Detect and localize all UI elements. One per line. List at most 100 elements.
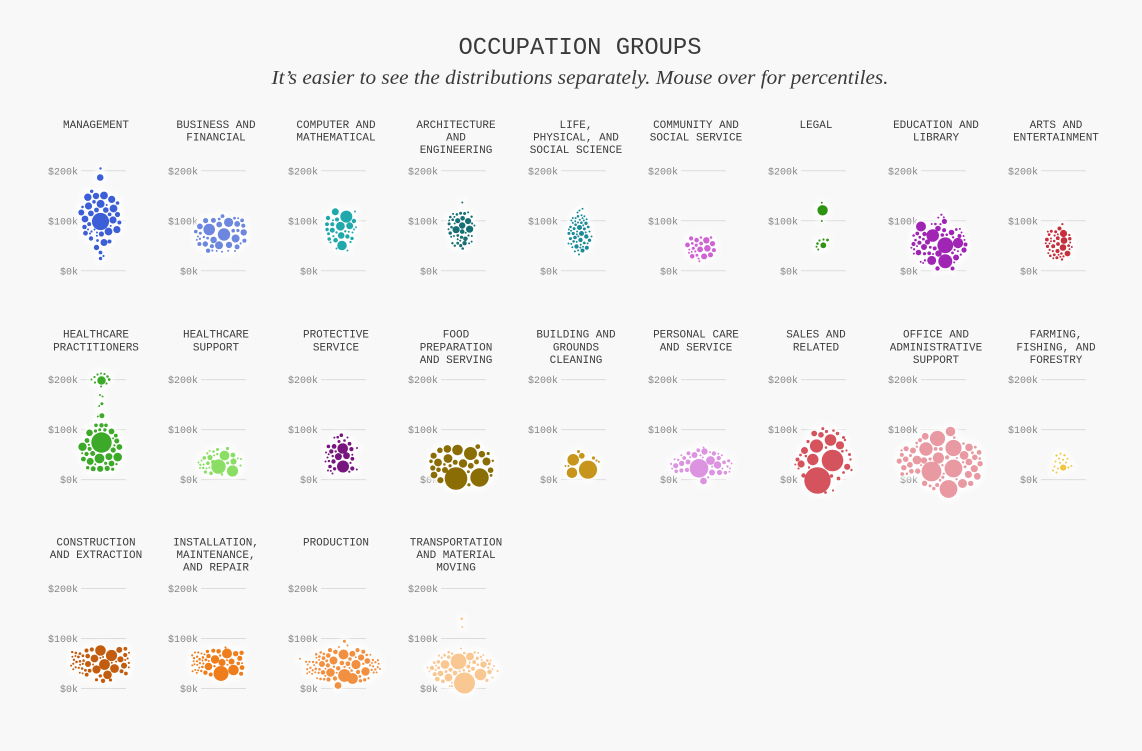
svg-text:$0k: $0k [540, 266, 558, 278]
svg-text:$0k: $0k [60, 475, 78, 487]
svg-text:$0k: $0k [420, 684, 438, 696]
svg-text:$200k: $200k [408, 375, 438, 387]
svg-text:$0k: $0k [180, 266, 198, 278]
svg-text:MANAGEMENT: MANAGEMENT [63, 120, 129, 132]
svg-text:MAINTENANCE,: MAINTENANCE, [176, 550, 255, 562]
svg-text:$200k: $200k [648, 375, 678, 387]
svg-text:$0k: $0k [780, 266, 798, 278]
svg-text:AND SERVICE: AND SERVICE [660, 342, 733, 354]
svg-text:$0k: $0k [1020, 266, 1038, 278]
svg-text:$100k: $100k [408, 425, 438, 437]
svg-text:$0k: $0k [60, 266, 78, 278]
svg-text:$200k: $200k [48, 375, 78, 387]
svg-text:$200k: $200k [168, 584, 198, 596]
svg-text:It’s easier to see the distrib: It’s easier to see the distributions sep… [270, 67, 888, 89]
svg-text:$200k: $200k [648, 166, 678, 178]
svg-text:$200k: $200k [528, 166, 558, 178]
svg-text:FARMING,: FARMING, [1030, 330, 1083, 342]
svg-text:SOCIAL SCIENCE: SOCIAL SCIENCE [530, 145, 623, 157]
svg-text:FOOD: FOOD [443, 330, 470, 342]
svg-text:$100k: $100k [1008, 216, 1038, 228]
svg-text:PROTECTIVE: PROTECTIVE [303, 330, 369, 342]
svg-text:CLEANING: CLEANING [550, 355, 603, 367]
svg-text:FORESTRY: FORESTRY [1030, 355, 1083, 367]
svg-text:$200k: $200k [288, 584, 318, 596]
svg-text:SOCIAL SERVICE: SOCIAL SERVICE [650, 133, 743, 145]
svg-text:$200k: $200k [1008, 375, 1038, 387]
svg-text:ARTS AND: ARTS AND [1030, 120, 1083, 132]
svg-text:$0k: $0k [180, 684, 198, 696]
svg-text:$200k: $200k [288, 375, 318, 387]
svg-text:LIFE,: LIFE, [559, 120, 592, 132]
svg-text:$200k: $200k [528, 375, 558, 387]
svg-text:SUPPORT: SUPPORT [913, 355, 960, 367]
svg-text:$200k: $200k [288, 166, 318, 178]
svg-text:SALES AND: SALES AND [786, 330, 846, 342]
svg-text:COMMUNITY AND: COMMUNITY AND [653, 120, 739, 132]
svg-text:$0k: $0k [780, 475, 798, 487]
svg-text:$200k: $200k [768, 375, 798, 387]
svg-text:$100k: $100k [768, 216, 798, 228]
svg-text:$100k: $100k [168, 634, 198, 646]
svg-text:LEGAL: LEGAL [799, 120, 832, 132]
svg-text:$0k: $0k [300, 684, 318, 696]
svg-text:ENTERTAINMENT: ENTERTAINMENT [1013, 133, 1099, 145]
svg-text:$200k: $200k [408, 166, 438, 178]
svg-text:$0k: $0k [1020, 475, 1038, 487]
svg-text:PHYSICAL, AND: PHYSICAL, AND [533, 133, 619, 145]
svg-text:PERSONAL CARE: PERSONAL CARE [653, 330, 739, 342]
svg-text:$0k: $0k [540, 475, 558, 487]
svg-text:HEALTHCARE: HEALTHCARE [63, 330, 129, 342]
svg-text:$100k: $100k [648, 425, 678, 437]
svg-text:AND: AND [446, 133, 466, 145]
svg-text:$0k: $0k [60, 684, 78, 696]
svg-text:RELATED: RELATED [793, 342, 840, 354]
svg-text:HEALTHCARE: HEALTHCARE [183, 330, 249, 342]
svg-text:$200k: $200k [1008, 166, 1038, 178]
svg-text:$200k: $200k [168, 375, 198, 387]
svg-text:$100k: $100k [528, 216, 558, 228]
svg-text:LIBRARY: LIBRARY [913, 133, 960, 145]
svg-text:$0k: $0k [660, 266, 678, 278]
svg-text:$0k: $0k [300, 475, 318, 487]
svg-text:ADMINISTRATIVE: ADMINISTRATIVE [890, 342, 983, 354]
svg-text:SERVICE: SERVICE [313, 342, 360, 354]
svg-text:SUPPORT: SUPPORT [193, 342, 240, 354]
svg-text:BUSINESS AND: BUSINESS AND [176, 120, 256, 132]
svg-text:$100k: $100k [288, 425, 318, 437]
svg-text:$0k: $0k [660, 475, 678, 487]
svg-text:$100k: $100k [48, 634, 78, 646]
svg-text:FINANCIAL: FINANCIAL [186, 133, 245, 145]
svg-text:MATHEMATICAL: MATHEMATICAL [296, 133, 375, 145]
svg-text:CONSTRUCTION: CONSTRUCTION [56, 537, 135, 549]
svg-text:$200k: $200k [888, 166, 918, 178]
svg-text:GROUNDS: GROUNDS [553, 342, 600, 354]
svg-text:$0k: $0k [180, 475, 198, 487]
svg-text:$100k: $100k [888, 216, 918, 228]
svg-text:$200k: $200k [768, 166, 798, 178]
svg-text:OFFICE AND: OFFICE AND [903, 330, 969, 342]
svg-text:MOVING: MOVING [436, 563, 476, 575]
svg-text:PREPARATION: PREPARATION [420, 342, 493, 354]
svg-text:$200k: $200k [48, 166, 78, 178]
svg-text:$200k: $200k [48, 584, 78, 596]
svg-text:EDUCATION AND: EDUCATION AND [893, 120, 979, 132]
svg-text:$200k: $200k [408, 584, 438, 596]
svg-text:$100k: $100k [888, 425, 918, 437]
svg-text:$100k: $100k [1008, 425, 1038, 437]
svg-text:TRANSPORTATION: TRANSPORTATION [410, 537, 502, 549]
svg-text:OCCUPATION GROUPS: OCCUPATION GROUPS [459, 35, 702, 62]
svg-text:$100k: $100k [768, 425, 798, 437]
svg-text:$100k: $100k [288, 216, 318, 228]
svg-text:$200k: $200k [888, 375, 918, 387]
svg-text:BUILDING AND: BUILDING AND [536, 330, 616, 342]
svg-text:$0k: $0k [300, 266, 318, 278]
svg-text:AND REPAIR: AND REPAIR [183, 563, 249, 575]
svg-text:FISHING, AND: FISHING, AND [1016, 342, 1096, 354]
svg-text:ARCHITECTURE: ARCHITECTURE [416, 120, 496, 132]
svg-text:$100k: $100k [48, 425, 78, 437]
svg-text:PRODUCTION: PRODUCTION [303, 537, 369, 549]
svg-text:$0k: $0k [420, 266, 438, 278]
svg-text:AND SERVING: AND SERVING [420, 355, 493, 367]
svg-text:$100k: $100k [168, 425, 198, 437]
